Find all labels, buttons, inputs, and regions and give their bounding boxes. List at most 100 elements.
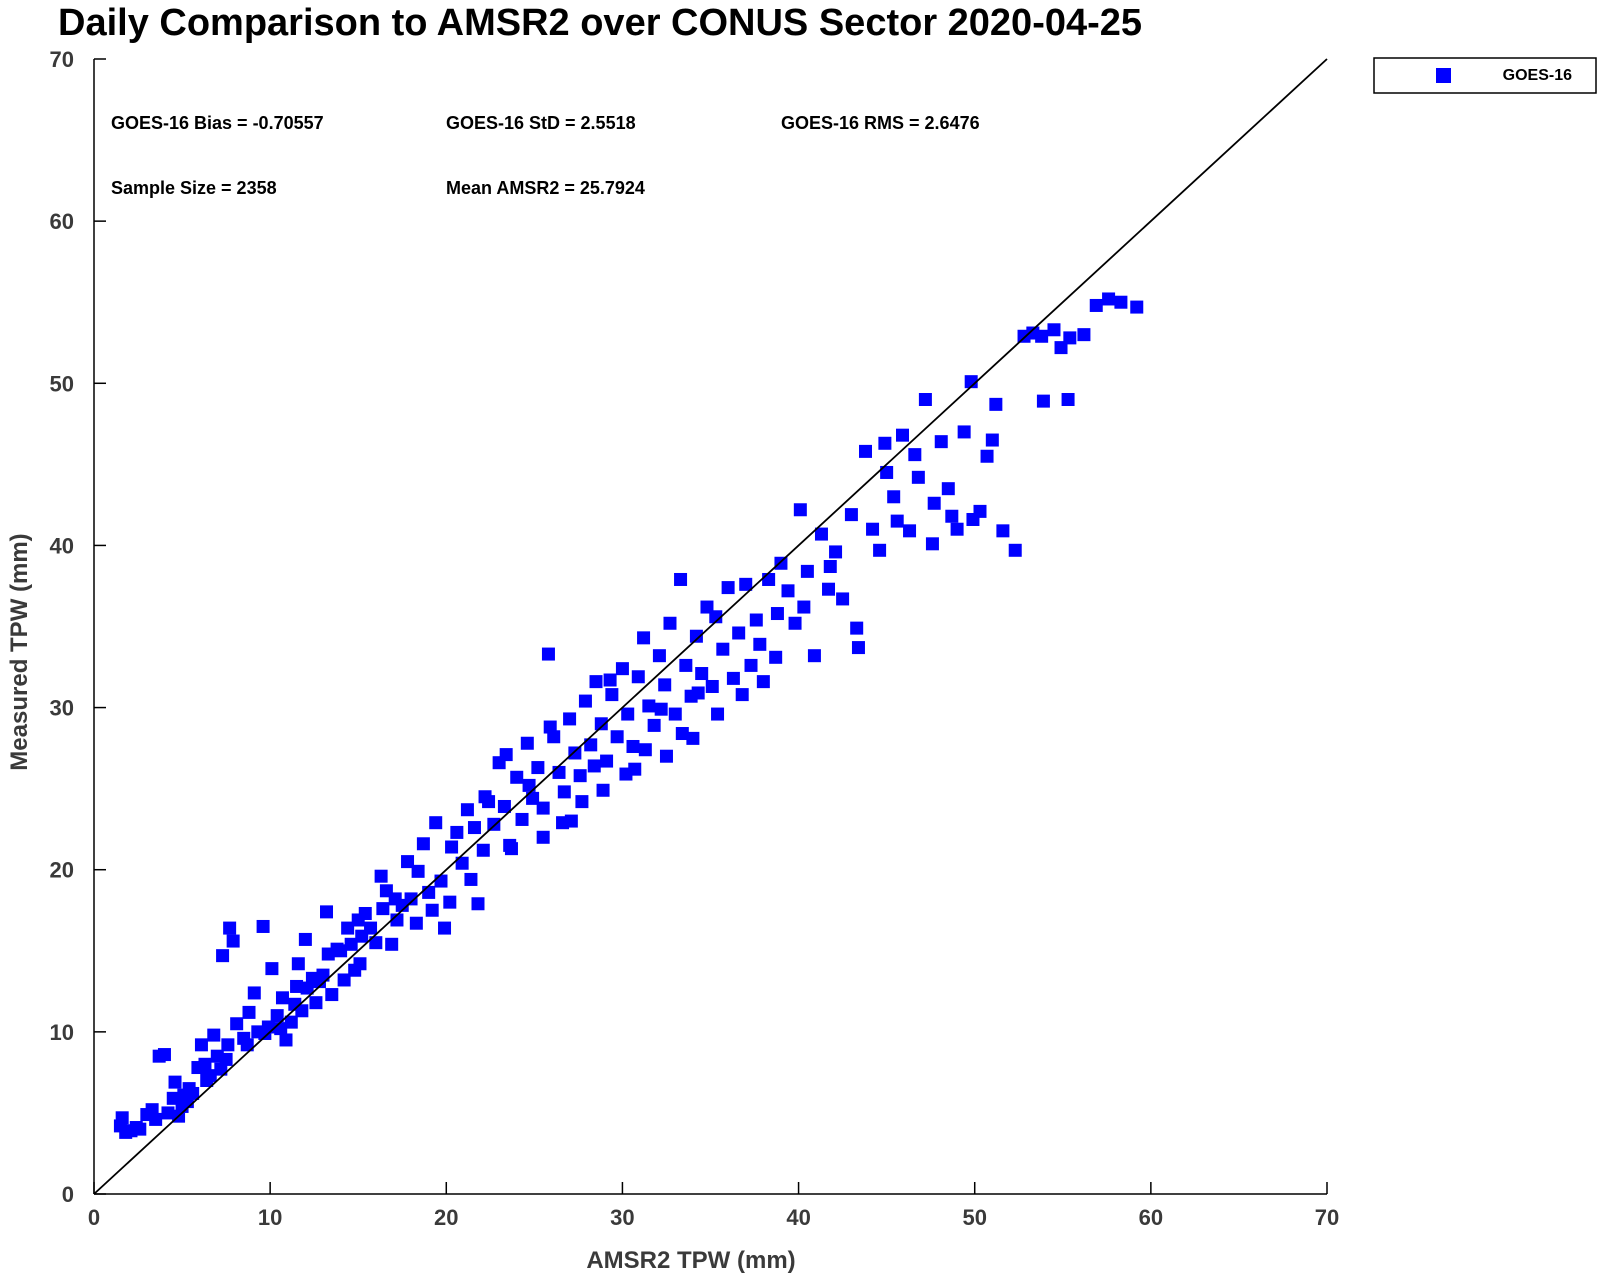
data-point [647, 718, 661, 732]
data-point [557, 785, 571, 799]
data-point [358, 906, 372, 920]
reference-layer [93, 58, 1328, 1195]
data-point [312, 975, 326, 989]
data-point [814, 527, 828, 541]
data-point [628, 762, 642, 776]
data-point [774, 556, 788, 570]
data-point [596, 783, 610, 797]
data-point [445, 840, 459, 854]
data-point [985, 433, 999, 447]
x-tick-label: 40 [786, 1205, 810, 1230]
data-point [890, 514, 904, 528]
y-tick-label: 70 [50, 47, 74, 72]
data-point [1102, 292, 1116, 306]
data-point [438, 921, 452, 935]
data-point [471, 897, 485, 911]
data-point [364, 921, 378, 935]
data-point [800, 564, 814, 578]
data-point [288, 997, 302, 1011]
data-point [980, 449, 994, 463]
data-point [219, 1052, 233, 1066]
data-point [844, 508, 858, 522]
data-point [788, 616, 802, 630]
data-point [194, 1038, 208, 1052]
data-point [536, 801, 550, 815]
data-point [425, 903, 439, 917]
data-point [584, 738, 598, 752]
data-point [230, 1017, 244, 1031]
data-point [390, 913, 404, 927]
data-point [388, 892, 402, 906]
data-point [240, 1038, 254, 1052]
y-tick-label: 50 [50, 371, 74, 396]
one-to-one-line [93, 58, 1328, 1195]
data-point [290, 979, 304, 993]
data-point [575, 795, 589, 809]
data-point [573, 769, 587, 783]
data-point [274, 1022, 288, 1036]
data-point [691, 686, 705, 700]
data-point [756, 675, 770, 689]
data-point [626, 739, 640, 753]
data-point [1114, 295, 1128, 309]
data-point [927, 496, 941, 510]
data-point [564, 814, 578, 828]
data-point [658, 678, 672, 692]
data-point [781, 584, 795, 598]
data-point [705, 679, 719, 693]
data-point [258, 1026, 272, 1040]
data-point [769, 650, 783, 664]
data-point [1061, 393, 1075, 406]
data-point [679, 658, 693, 672]
data-point [689, 629, 703, 643]
data-point [735, 688, 749, 702]
chart-title: Daily Comparison to AMSR2 over CONUS Sec… [58, 2, 1143, 44]
data-point [621, 707, 635, 721]
data-point [638, 743, 652, 757]
data-point [836, 592, 850, 606]
data-point [605, 688, 619, 702]
data-point [223, 921, 237, 935]
data-point [374, 869, 388, 883]
data-point [337, 973, 351, 987]
data-point [455, 856, 469, 870]
data-point [416, 837, 430, 851]
data-point [903, 524, 917, 538]
data-point [543, 720, 557, 734]
data-point [256, 919, 270, 933]
data-point [578, 694, 592, 708]
data-point [443, 895, 457, 909]
data-point [515, 812, 529, 826]
data-point [945, 509, 959, 523]
data-point [510, 770, 524, 784]
data-point [822, 582, 836, 596]
data-point [531, 761, 545, 775]
data-point [600, 754, 614, 768]
data-point [369, 936, 383, 950]
data-point [823, 560, 837, 574]
stat-std: GOES-16 StD = 2.5518 [446, 113, 636, 133]
stat-sample-size: Sample Size = 2358 [111, 178, 277, 198]
data-point [859, 444, 873, 458]
data-point [429, 816, 443, 830]
data-point [732, 626, 746, 640]
data-point [182, 1082, 196, 1096]
x-axis-label: AMSR2 TPW (mm) [586, 1247, 795, 1274]
data-point [1008, 543, 1022, 557]
data-point [476, 843, 490, 857]
data-point [709, 610, 723, 624]
data-point [726, 671, 740, 685]
data-point [207, 1028, 221, 1042]
y-tick-label: 10 [50, 1020, 74, 1045]
data-point [467, 821, 481, 835]
data-point [450, 825, 464, 839]
data-point [325, 988, 339, 1002]
data-point [409, 916, 423, 930]
data-point [376, 902, 390, 916]
data-point [149, 1112, 163, 1126]
data-point [1036, 394, 1050, 408]
data-point [334, 944, 348, 958]
data-point [887, 490, 901, 504]
